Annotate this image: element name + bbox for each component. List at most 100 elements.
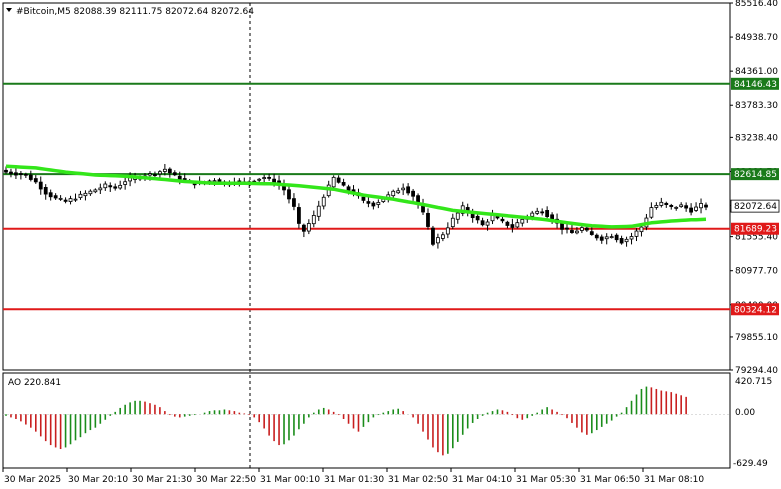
candle-body [510, 224, 515, 228]
candle [401, 183, 406, 195]
level-label-text: 82614.85 [734, 170, 777, 180]
candle [98, 183, 103, 194]
candle [123, 176, 128, 190]
candle-body [306, 223, 311, 232]
candle [371, 201, 376, 210]
candle-body [594, 234, 599, 239]
candle-body [98, 187, 103, 191]
candle [306, 219, 311, 235]
candle [93, 188, 98, 194]
candle [639, 224, 644, 237]
candle [431, 225, 435, 247]
candle-body [475, 215, 480, 221]
candle-body [18, 173, 23, 175]
candle-body [108, 185, 113, 188]
candle [267, 173, 272, 181]
price-axis: 85516.40 84938.70 84361.00 83783.30 83238.40… [730, 0, 778, 376]
candle-body [287, 189, 291, 200]
candle-body [575, 230, 579, 234]
candle [366, 196, 371, 208]
level-label-box [731, 222, 779, 235]
candle [565, 222, 569, 234]
candle-body [123, 181, 128, 185]
candle [624, 236, 629, 247]
candle [440, 231, 445, 242]
indicator-panel-frame [2, 372, 731, 469]
candle [679, 202, 684, 208]
candle [694, 202, 698, 212]
candle [411, 188, 415, 201]
price-tick-label: 80977.70 [735, 267, 778, 277]
candle-body [649, 207, 654, 218]
candle-body [93, 189, 98, 193]
candle-body [480, 220, 485, 226]
level-label-text: 84146.43 [734, 80, 777, 90]
time-tick-label: 31 Mar 08:10 [644, 475, 704, 485]
candle [659, 197, 664, 208]
candle-body [28, 174, 33, 180]
collapse-arrow-icon[interactable] [6, 8, 12, 12]
candle-body [341, 181, 346, 186]
candle [88, 189, 93, 196]
candle [575, 227, 579, 235]
candle-body [440, 234, 445, 239]
candle-body [316, 205, 321, 217]
candle-body [257, 178, 262, 181]
candle-body [545, 210, 550, 217]
candle [699, 198, 703, 214]
candle-body [14, 172, 18, 176]
ao-scale-zero: 0.00 [735, 408, 755, 418]
indicator-title: AO 220.841 [8, 378, 61, 388]
candle [604, 233, 609, 245]
candle-body [599, 236, 604, 241]
candle-body [664, 202, 669, 205]
candle-body [584, 227, 589, 231]
candle [311, 210, 316, 228]
time-axis: 30 Mar 2025 30 Mar 20:10 30 Mar 21:30 30 Ma… [2, 468, 704, 485]
candle [480, 217, 485, 227]
candle [589, 227, 594, 236]
price-tick-label: 83238.40 [735, 133, 778, 143]
candle-body [490, 215, 495, 222]
candle [436, 233, 440, 249]
candle [450, 213, 455, 230]
candle [58, 195, 63, 201]
time-tick-label: 31 Mar 05:30 [516, 475, 576, 485]
candle [301, 223, 306, 238]
candle [510, 218, 515, 233]
candle-body [485, 221, 490, 226]
candle [614, 233, 619, 243]
level-label-box [731, 77, 779, 90]
candle-body [366, 201, 371, 204]
candle-body [431, 227, 435, 245]
time-tick-label: 31 Mar 04:10 [452, 475, 512, 485]
candle [292, 193, 296, 211]
candle-body [659, 201, 664, 206]
candle [336, 175, 341, 184]
candle-body [619, 238, 624, 244]
candle-body [23, 173, 28, 176]
candle-body [172, 172, 177, 176]
candle-body [674, 206, 679, 209]
time-tick-label: 31 Mar 06:50 [580, 475, 640, 485]
price-tick-label: 83783.30 [735, 101, 778, 111]
level-label-box [731, 168, 779, 181]
candle [78, 190, 83, 200]
candle-body [565, 227, 569, 230]
candle-body [4, 169, 8, 173]
candle [619, 235, 624, 245]
candle-body [401, 187, 406, 191]
candle [18, 171, 23, 180]
candle [396, 187, 401, 195]
candle-body [53, 195, 58, 199]
candle [103, 181, 108, 191]
candle-body [153, 174, 157, 176]
candle-body [118, 184, 123, 189]
candle-body [371, 202, 376, 207]
candle [599, 234, 604, 244]
candle-body [9, 171, 13, 175]
candle-body [391, 190, 396, 197]
candle-body [297, 207, 301, 224]
